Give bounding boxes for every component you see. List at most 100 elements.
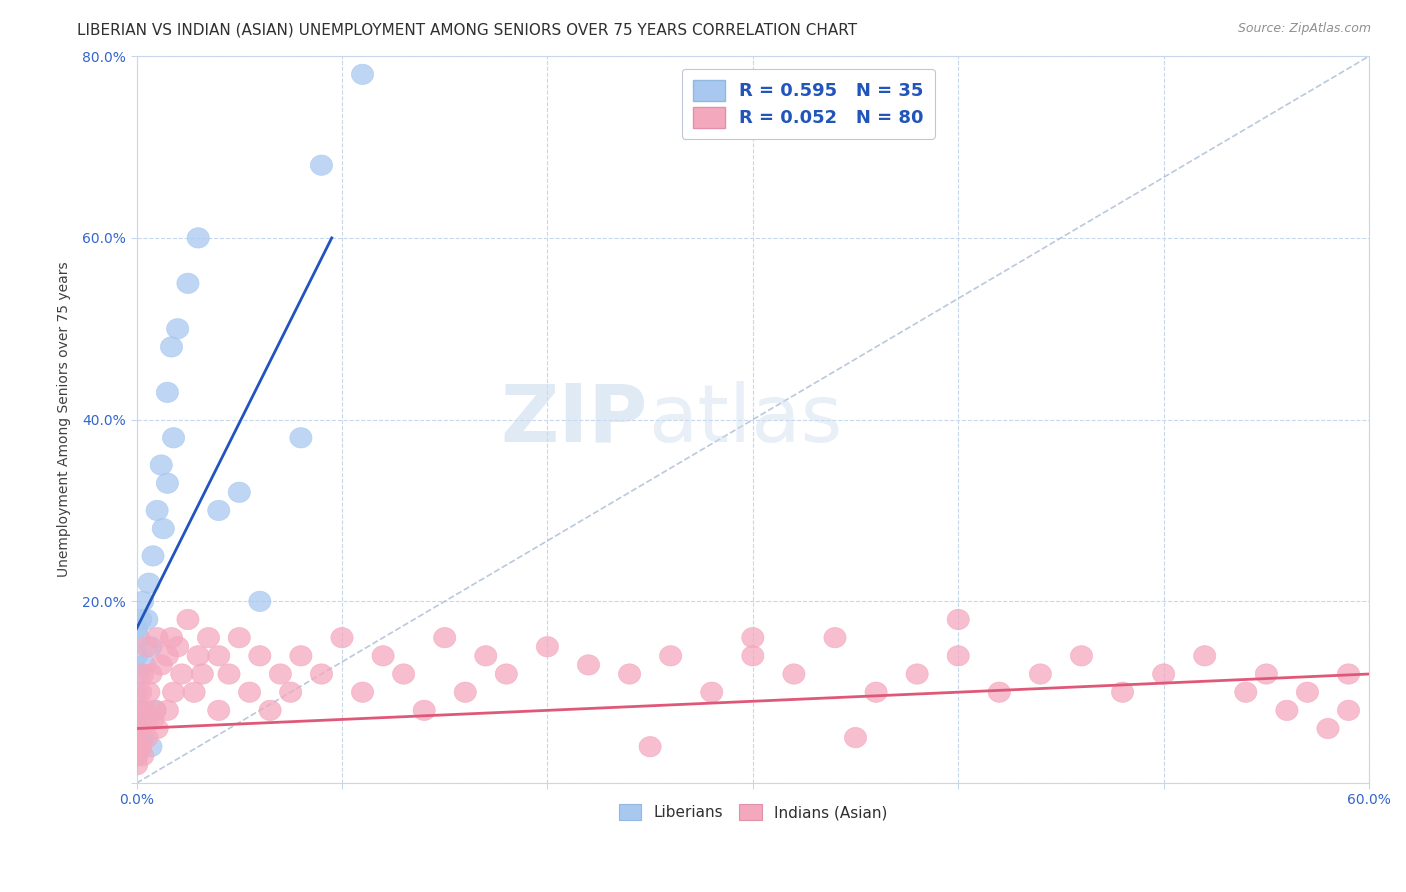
Ellipse shape	[156, 700, 179, 721]
Ellipse shape	[824, 627, 846, 648]
Ellipse shape	[132, 591, 153, 612]
Ellipse shape	[187, 227, 209, 248]
Ellipse shape	[742, 646, 763, 666]
Ellipse shape	[742, 627, 763, 648]
Ellipse shape	[134, 700, 156, 721]
Ellipse shape	[156, 382, 179, 402]
Ellipse shape	[163, 427, 184, 448]
Ellipse shape	[156, 646, 179, 666]
Ellipse shape	[1337, 664, 1360, 684]
Ellipse shape	[536, 637, 558, 657]
Ellipse shape	[136, 609, 157, 630]
Ellipse shape	[143, 700, 166, 721]
Ellipse shape	[146, 500, 169, 521]
Ellipse shape	[128, 664, 149, 684]
Ellipse shape	[129, 609, 152, 630]
Ellipse shape	[136, 637, 157, 657]
Ellipse shape	[142, 709, 165, 730]
Ellipse shape	[132, 746, 153, 766]
Ellipse shape	[136, 728, 157, 747]
Ellipse shape	[259, 700, 281, 721]
Ellipse shape	[183, 682, 205, 702]
Ellipse shape	[128, 627, 149, 648]
Ellipse shape	[290, 427, 312, 448]
Ellipse shape	[948, 609, 969, 630]
Ellipse shape	[659, 646, 682, 666]
Ellipse shape	[413, 700, 436, 721]
Ellipse shape	[129, 682, 152, 702]
Ellipse shape	[125, 728, 148, 747]
Y-axis label: Unemployment Among Seniors over 75 years: Unemployment Among Seniors over 75 years	[58, 261, 72, 577]
Ellipse shape	[700, 682, 723, 702]
Ellipse shape	[125, 718, 148, 739]
Ellipse shape	[177, 273, 200, 293]
Ellipse shape	[1275, 700, 1298, 721]
Ellipse shape	[125, 737, 148, 757]
Ellipse shape	[330, 627, 353, 648]
Ellipse shape	[1296, 682, 1319, 702]
Ellipse shape	[454, 682, 477, 702]
Ellipse shape	[146, 718, 169, 739]
Ellipse shape	[845, 728, 866, 747]
Ellipse shape	[125, 746, 148, 766]
Ellipse shape	[1256, 664, 1278, 684]
Ellipse shape	[197, 627, 219, 648]
Ellipse shape	[1337, 700, 1360, 721]
Ellipse shape	[156, 473, 179, 493]
Text: ZIP: ZIP	[501, 381, 648, 458]
Ellipse shape	[218, 664, 240, 684]
Legend: Liberians, Indians (Asian): Liberians, Indians (Asian)	[613, 798, 893, 826]
Ellipse shape	[136, 709, 157, 730]
Ellipse shape	[152, 518, 174, 539]
Ellipse shape	[1112, 682, 1133, 702]
Ellipse shape	[638, 737, 661, 757]
Ellipse shape	[228, 627, 250, 648]
Ellipse shape	[352, 64, 374, 85]
Ellipse shape	[134, 655, 156, 675]
Ellipse shape	[239, 682, 260, 702]
Ellipse shape	[125, 682, 148, 702]
Ellipse shape	[132, 728, 153, 747]
Ellipse shape	[138, 682, 160, 702]
Ellipse shape	[1194, 646, 1216, 666]
Ellipse shape	[125, 746, 148, 766]
Ellipse shape	[139, 737, 162, 757]
Ellipse shape	[311, 155, 333, 176]
Ellipse shape	[142, 546, 165, 566]
Ellipse shape	[249, 646, 271, 666]
Ellipse shape	[208, 646, 229, 666]
Ellipse shape	[166, 637, 188, 657]
Ellipse shape	[433, 627, 456, 648]
Ellipse shape	[150, 455, 173, 475]
Ellipse shape	[163, 682, 184, 702]
Ellipse shape	[1317, 718, 1339, 739]
Ellipse shape	[160, 337, 183, 357]
Ellipse shape	[125, 718, 148, 739]
Ellipse shape	[1070, 646, 1092, 666]
Ellipse shape	[373, 646, 394, 666]
Text: LIBERIAN VS INDIAN (ASIAN) UNEMPLOYMENT AMONG SENIORS OVER 75 YEARS CORRELATION : LIBERIAN VS INDIAN (ASIAN) UNEMPLOYMENT …	[77, 22, 858, 37]
Ellipse shape	[392, 664, 415, 684]
Ellipse shape	[150, 655, 173, 675]
Ellipse shape	[177, 609, 200, 630]
Ellipse shape	[139, 664, 162, 684]
Ellipse shape	[495, 664, 517, 684]
Ellipse shape	[1153, 664, 1175, 684]
Ellipse shape	[128, 700, 149, 721]
Ellipse shape	[905, 664, 928, 684]
Ellipse shape	[1234, 682, 1257, 702]
Ellipse shape	[988, 682, 1011, 702]
Ellipse shape	[187, 646, 209, 666]
Ellipse shape	[128, 718, 149, 739]
Ellipse shape	[1029, 664, 1052, 684]
Ellipse shape	[160, 627, 183, 648]
Ellipse shape	[228, 482, 250, 502]
Ellipse shape	[166, 318, 188, 339]
Ellipse shape	[948, 646, 969, 666]
Ellipse shape	[138, 573, 160, 593]
Ellipse shape	[132, 664, 153, 684]
Ellipse shape	[139, 637, 162, 657]
Ellipse shape	[280, 682, 302, 702]
Ellipse shape	[290, 646, 312, 666]
Ellipse shape	[129, 737, 152, 757]
